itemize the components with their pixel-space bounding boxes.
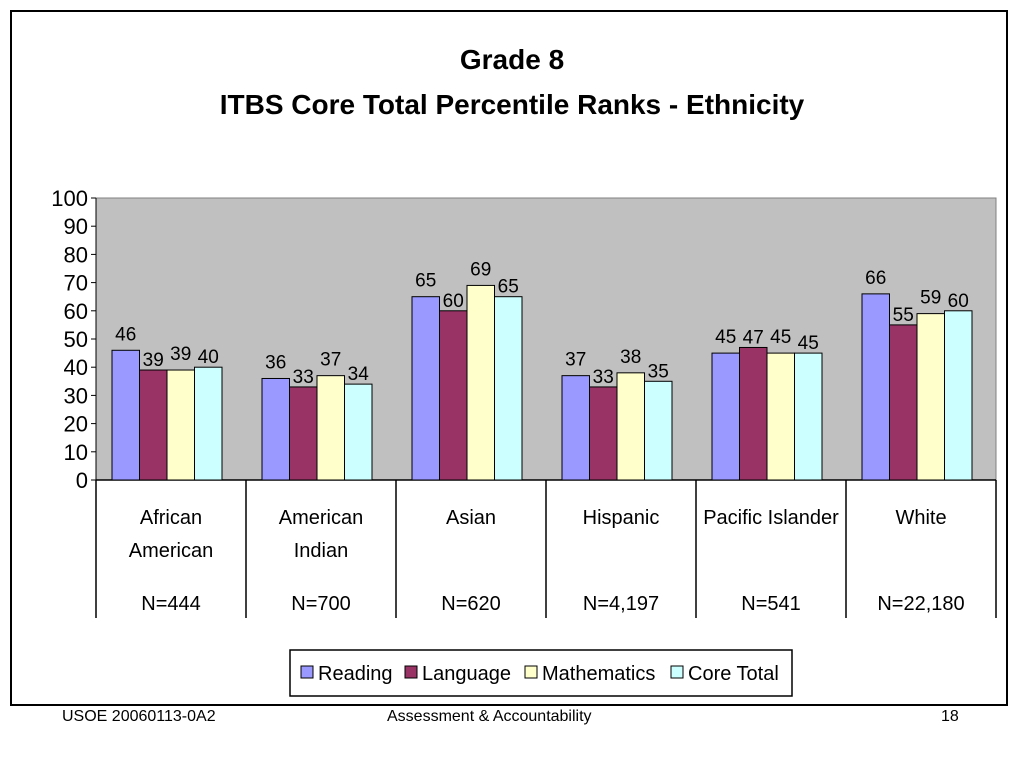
data-label: 37 [320,350,341,371]
bar [944,310,973,481]
data-label: 36 [265,352,286,373]
bar [561,375,590,481]
data-label: 60 [443,291,464,312]
data-label: 45 [798,333,819,354]
bar [166,369,195,481]
data-label: 39 [170,344,191,365]
y-tick-label: 60 [64,299,88,324]
data-label: 65 [498,277,519,298]
legend-label: Core Total [688,663,779,685]
y-tick-label: 100 [51,186,88,211]
bar [616,372,645,481]
data-label: 37 [565,350,586,371]
chart-title: Grade 8 [460,44,564,75]
category-label: White [895,507,946,529]
plot-area [95,197,997,481]
bar [411,296,440,481]
data-label: 65 [415,271,436,292]
bar [644,380,673,481]
bar [261,377,290,481]
bar [861,293,890,481]
bar [111,349,140,481]
bar [589,386,618,481]
bar [344,383,373,481]
data-label: 39 [143,350,164,371]
data-label: 59 [920,288,941,309]
n-label: N=541 [741,593,801,615]
data-label: 34 [348,364,370,385]
bar [194,366,223,481]
bar [439,310,468,481]
legend-swatch [404,665,418,679]
legend [289,649,793,697]
n-label: N=444 [141,593,201,615]
category-label: Asian [446,507,496,529]
bar [711,352,740,481]
data-label: 45 [715,327,736,348]
category-label: Indian [294,540,349,562]
bar [289,386,318,481]
y-tick-label: 0 [76,468,88,493]
n-label: N=4,197 [583,593,659,615]
n-label: N=22,180 [877,593,964,615]
legend-label: Reading [318,663,393,685]
data-label: 69 [470,259,491,280]
category-label: African [140,507,202,529]
category-label: Pacific Islander [703,507,839,529]
data-label: 40 [198,347,219,368]
data-label: 46 [115,324,136,345]
bar [494,296,523,481]
data-label: 66 [865,268,886,289]
y-tick-label: 10 [64,440,88,465]
footer-center: Assessment & Accountability [387,708,592,725]
bar [139,369,168,481]
n-label: N=620 [441,593,501,615]
y-tick-label: 40 [64,355,88,380]
y-tick-label: 70 [64,271,88,296]
bar [466,284,495,481]
data-label: 35 [648,361,669,382]
legend-label: Language [422,663,511,685]
bar [794,352,823,481]
category-label: American [279,507,363,529]
bar [316,375,345,481]
data-label: 60 [948,291,969,312]
bar [739,346,768,481]
footer-page-number: 18 [941,708,959,725]
legend-swatch [300,665,314,679]
n-label: N=700 [291,593,351,615]
y-tick-label: 80 [64,242,88,267]
y-tick-label: 90 [64,214,88,239]
bar [766,352,795,481]
y-tick-label: 30 [64,383,88,408]
legend-label: Mathematics [542,663,655,685]
bar [916,313,945,481]
data-label: 33 [593,367,614,388]
category-label: Hispanic [583,507,660,529]
y-tick-label: 50 [64,327,88,352]
data-label: 38 [620,347,641,368]
data-label: 55 [893,305,914,326]
y-tick-label: 20 [64,412,88,437]
data-label: 47 [743,327,764,348]
footer-left: USOE 20060113-0A2 [62,708,216,725]
category-label: American [129,540,213,562]
data-label: 33 [293,367,314,388]
data-label: 45 [770,327,791,348]
chart-subtitle: ITBS Core Total Percentile Ranks - Ethni… [220,89,805,120]
legend-swatch [524,665,538,679]
legend-swatch [670,665,684,679]
bar [889,324,918,481]
